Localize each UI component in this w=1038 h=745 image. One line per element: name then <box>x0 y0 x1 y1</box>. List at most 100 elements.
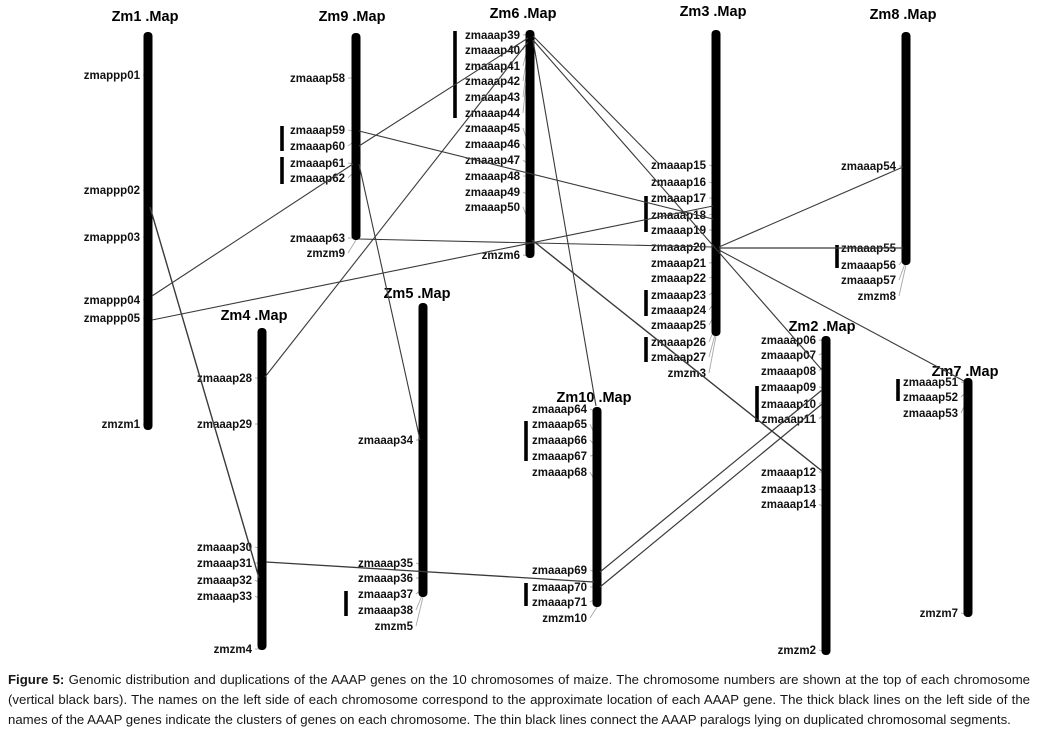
chromosome-title: Zm4 .Map <box>221 308 288 324</box>
gene-label: zmaaap21 <box>651 258 707 270</box>
gene-label: zmaaap30 <box>197 542 252 554</box>
gene-label: zmaaap17 <box>651 193 706 205</box>
gene-label: zmaaap61 <box>290 158 346 170</box>
chromosome-bar <box>418 303 428 597</box>
gene-label: zmaaap45 <box>465 123 521 135</box>
gene-label: zmaaap71 <box>532 597 588 609</box>
paralog-line <box>151 163 354 297</box>
gene-label: zmzm2 <box>778 645 816 657</box>
gene-label: zmaaap37 <box>358 589 413 601</box>
gene-label: zmaaap39 <box>465 30 520 42</box>
gene-label: zmzm8 <box>858 291 897 303</box>
gene-label: zmaaap58 <box>290 73 346 85</box>
gene-label: zmaaap48 <box>465 171 521 183</box>
figure-caption-text: Genomic distribution and duplications of… <box>8 672 1031 728</box>
gene-label: zmaaap13 <box>761 484 816 496</box>
gene-label: zmaaap47 <box>465 155 520 167</box>
chromosome-bar <box>143 32 153 430</box>
gene-label: zmzm9 <box>307 248 345 260</box>
gene-label: zmaaap51 <box>903 377 959 389</box>
gene-label: zmaaap68 <box>532 467 588 479</box>
chromosome-title: Zm7 .Map <box>932 364 999 380</box>
paralog-line <box>265 561 595 583</box>
gene-connector <box>347 239 357 254</box>
chromosome-bar <box>901 32 911 265</box>
gene-label: zmaaap65 <box>532 419 588 431</box>
gene-label: zmaaap46 <box>465 139 520 151</box>
paralog-line <box>358 37 529 147</box>
chromosome-title: Zm2 .Map <box>789 319 856 335</box>
chromosome-bar <box>592 407 602 607</box>
gene-label: zmaaap62 <box>290 173 345 185</box>
paralog-line <box>532 35 659 164</box>
chromosome-bar <box>821 336 831 655</box>
gene-label: zmappp04 <box>84 295 141 307</box>
gene-label: zmaaap59 <box>290 125 345 137</box>
gene-label: zmaaap56 <box>841 260 896 272</box>
gene-label: zmappp02 <box>84 185 140 197</box>
gene-label: zmaaap06 <box>761 335 816 347</box>
gene-label: zmaaap20 <box>651 242 706 254</box>
gene-label: zmaaap23 <box>651 290 706 302</box>
gene-label: zmaaap54 <box>841 161 897 173</box>
figure-caption-label: Figure 5: <box>8 672 65 687</box>
paralog-line <box>532 39 597 407</box>
gene-label: zmzm6 <box>482 250 520 262</box>
gene-label: zmaaap12 <box>761 467 816 479</box>
gene-label: zmappp05 <box>84 313 141 325</box>
chromosome-bar <box>257 328 267 650</box>
chromosome-title: Zm9 .Map <box>319 9 386 25</box>
gene-label: zmappp03 <box>84 232 140 244</box>
gene-label: zmaaap15 <box>651 160 707 172</box>
gene-label: zmzm4 <box>214 644 253 656</box>
gene-label: zmaaap63 <box>290 233 345 245</box>
gene-label: zmaaap49 <box>465 187 520 199</box>
gene-label: zmaaap31 <box>197 558 253 570</box>
gene-label: zmzm5 <box>375 621 414 633</box>
paralog-line <box>718 166 904 248</box>
chromosome-title: Zm8 .Map <box>870 7 937 23</box>
gene-label: zmaaap34 <box>358 435 414 447</box>
gene-label: zmaaap07 <box>761 350 816 362</box>
gene-label: zmaaap10 <box>761 399 816 411</box>
chromosome-title: Zm1 .Map <box>112 9 179 25</box>
gene-label: zmaaap25 <box>651 320 707 332</box>
paralog-line <box>599 389 823 573</box>
gene-label: zmaaap09 <box>761 382 816 394</box>
chromosome-title: Zm3 .Map <box>680 4 747 20</box>
gene-label: zmaaap35 <box>358 558 414 570</box>
gene-label: zmaaap50 <box>465 202 520 214</box>
gene-label: zmaaap64 <box>532 404 588 416</box>
gene-label: zmaaap14 <box>761 499 817 511</box>
chromosome-bar <box>351 33 361 240</box>
gene-label: zmaaap19 <box>651 225 706 237</box>
gene-connector <box>898 264 907 297</box>
gene-label: zmaaap60 <box>290 141 345 153</box>
chromosome-bar <box>711 30 721 336</box>
gene-label: zmaaap33 <box>197 591 252 603</box>
gene-label: zmaaap67 <box>532 451 587 463</box>
gene-label: zmaaap53 <box>903 408 958 420</box>
gene-label: zmaaap38 <box>358 605 414 617</box>
figure-caption: Figure 5: Genomic distribution and dupli… <box>0 665 1038 730</box>
gene-label: zmaaap32 <box>197 575 252 587</box>
gene-connector <box>589 606 598 619</box>
gene-label: zmaaap08 <box>761 366 817 378</box>
gene-label: zmaaap70 <box>532 582 587 594</box>
gene-label: zmaaap28 <box>197 373 253 385</box>
paralog-line <box>264 41 529 378</box>
gene-label: zmaaap16 <box>651 177 706 189</box>
chromosome-title: Zm6 .Map <box>490 6 557 22</box>
gene-label: zmaaap27 <box>651 352 706 364</box>
chromosome-bar <box>963 378 973 617</box>
paralog-line <box>149 206 260 579</box>
gene-label: zmaaap66 <box>532 435 587 447</box>
gene-label: zmaaap22 <box>651 273 706 285</box>
gene-label: zmaaap44 <box>465 108 521 120</box>
gene-label: zmaaap40 <box>465 45 520 57</box>
paralog-line <box>151 205 714 321</box>
gene-label: zmaaap43 <box>465 92 520 104</box>
gene-label: zmzm10 <box>542 613 587 625</box>
gene-label: zmaaap29 <box>197 419 252 431</box>
paralog-line <box>532 39 823 371</box>
